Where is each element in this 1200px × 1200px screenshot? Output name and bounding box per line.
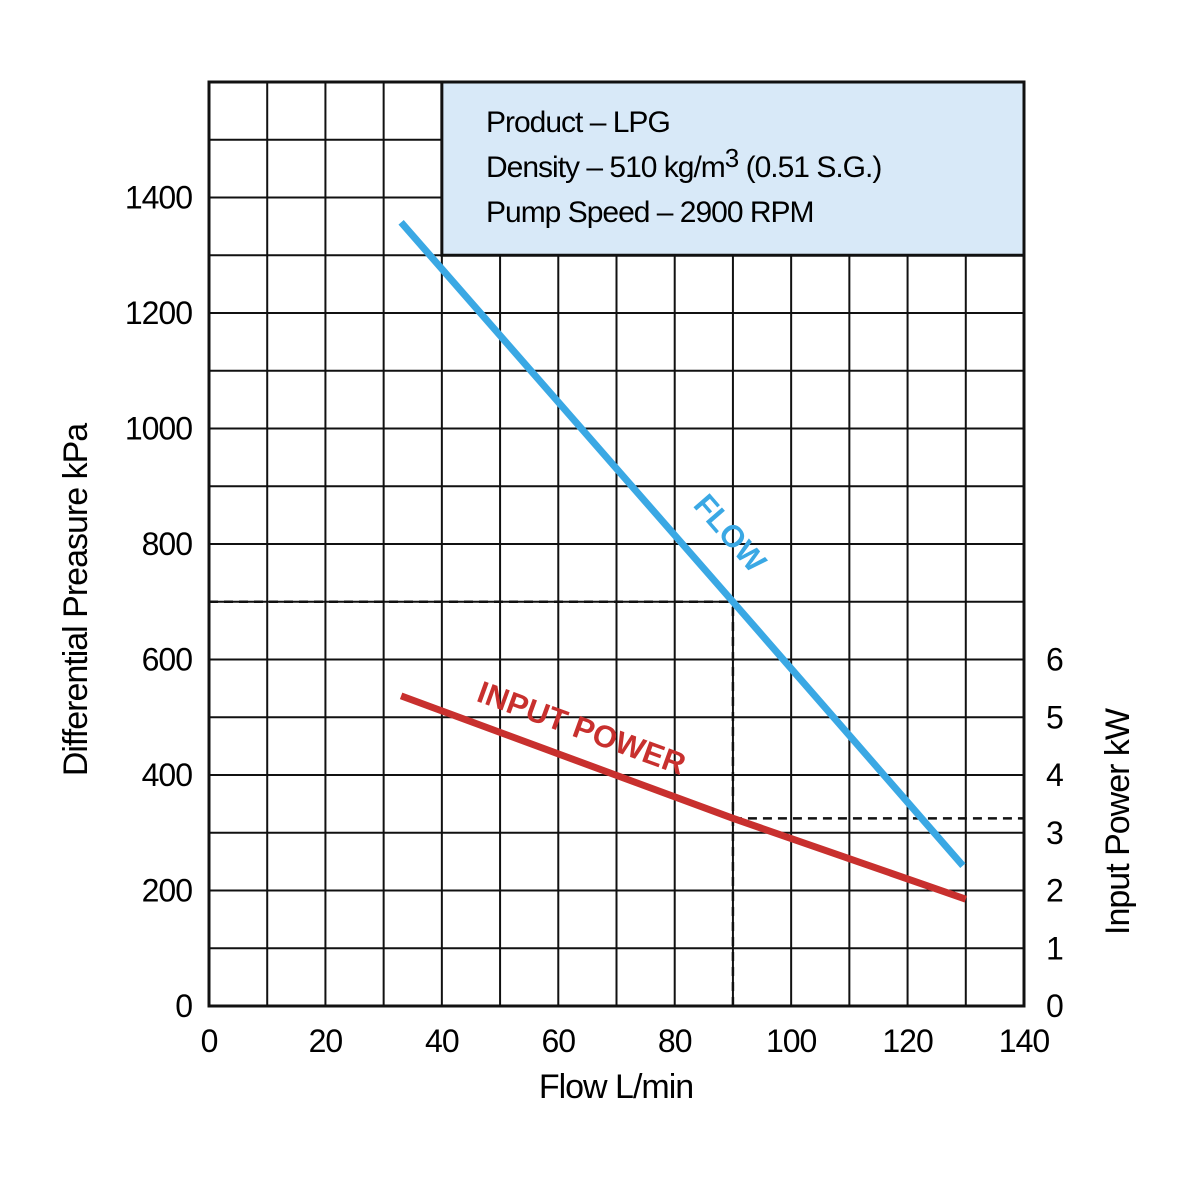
y-tick-label: 800 xyxy=(142,526,193,562)
x-tick-label: 60 xyxy=(541,1023,575,1059)
y-tick-label: 0 xyxy=(175,988,192,1024)
series-line-input-power xyxy=(399,692,967,903)
info-line-density: Density – 510 kg/m3 (0.51 S.G.) xyxy=(486,143,881,184)
density-sg: (0.51 S.G.) xyxy=(738,151,881,184)
y-tick-label: 1400 xyxy=(125,180,192,216)
plot-frame xyxy=(207,80,1026,1008)
y-tick-label: 600 xyxy=(142,642,193,678)
y2-tick-label: 0 xyxy=(1046,988,1064,1024)
x-tick-label: 80 xyxy=(658,1023,692,1059)
y-tick-label: 400 xyxy=(142,757,193,793)
y2-tick-label: 6 xyxy=(1046,642,1064,678)
info-line-product: Product – LPG xyxy=(486,106,670,139)
y-axis-label: Differential Preasure kPa xyxy=(57,423,95,776)
info-box: Product – LPG Density – 510 kg/m3 (0.51 … xyxy=(440,80,1026,257)
y-tick-label: 1200 xyxy=(125,295,192,331)
tick-labels: 0 20 40 60 80 100 120 1400200400600800100012001… xyxy=(125,180,1064,1060)
series-lines xyxy=(398,220,967,903)
x-tick-label: 120 xyxy=(882,1023,933,1059)
y2-tick-label: 2 xyxy=(1046,873,1064,909)
x-tick-label: 40 xyxy=(425,1023,459,1059)
x-tick-label: 140 xyxy=(999,1023,1050,1059)
x-axis-label: Flow L/min xyxy=(539,1068,693,1106)
y-tick-label: 200 xyxy=(142,873,193,909)
y2-tick-label: 4 xyxy=(1046,757,1064,793)
y2-axis-label: Input Power kW xyxy=(1099,708,1137,935)
reference-lines xyxy=(209,600,1024,1006)
x-tick-label: 0 xyxy=(201,1023,218,1059)
series-line-flow xyxy=(398,220,966,868)
info-line-speed: Pump Speed – 2900 RPM xyxy=(486,196,814,229)
y2-tick-label: 1 xyxy=(1046,930,1064,966)
x-tick-label: 20 xyxy=(309,1023,343,1059)
density-text: Density – 510 kg/m xyxy=(486,151,725,184)
y2-tick-label: 3 xyxy=(1046,815,1064,851)
x-tick-label: 100 xyxy=(766,1023,817,1059)
density-superscript: 3 xyxy=(725,143,739,173)
y-tick-label: 1000 xyxy=(125,411,192,447)
y2-tick-label: 5 xyxy=(1046,699,1064,735)
